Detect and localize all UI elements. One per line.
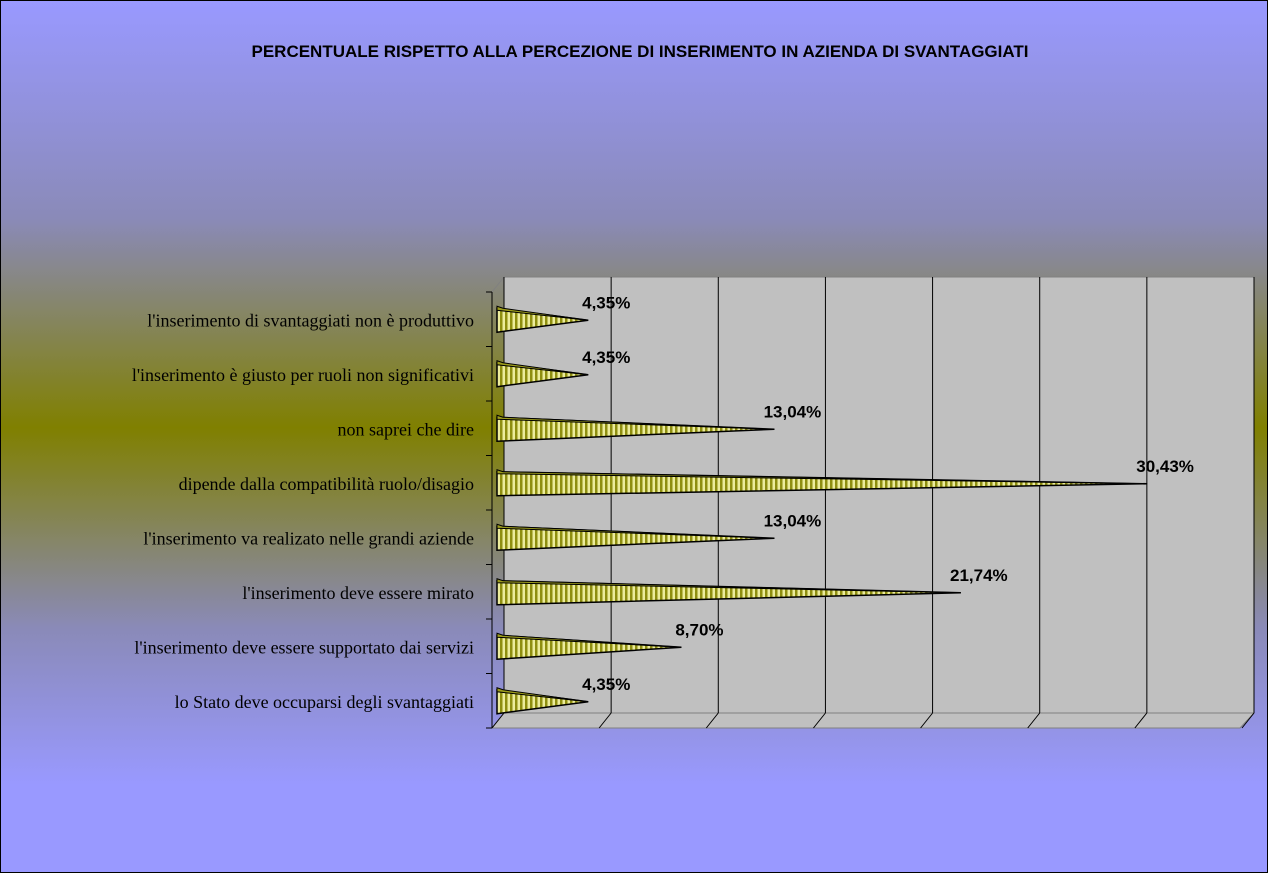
y-tick-label: non saprei che dire — [338, 419, 474, 439]
y-tick-label: lo Stato deve occuparsi degli svantaggia… — [175, 692, 474, 712]
value-label: 4,35% — [582, 293, 630, 312]
y-tick-label: dipende dalla compatibilità ruolo/disagi… — [179, 474, 474, 494]
value-label: 4,35% — [582, 675, 630, 694]
value-label: 21,74% — [950, 566, 1008, 585]
chart-title: PERCENTUALE RISPETTO ALLA PERCEZIONE DI … — [251, 42, 1029, 61]
cone-top — [496, 360, 589, 376]
floor-grid-line — [1241, 712, 1255, 729]
cone-top — [496, 414, 775, 430]
floor-grid-line — [705, 712, 719, 729]
value-label: 8,70% — [675, 620, 723, 639]
y-tick-label: l'inserimento va realizato nelle grandi … — [143, 528, 474, 548]
floor-grid-line — [920, 712, 933, 729]
cone-top — [496, 632, 682, 648]
wall-edge — [491, 276, 505, 293]
value-label: 4,35% — [582, 348, 630, 367]
value-label: 30,43% — [1136, 457, 1194, 476]
y-tick-label: l'inserimento deve essere supportato dai… — [134, 637, 474, 657]
cone-top — [496, 578, 961, 594]
value-label: 13,04% — [764, 511, 822, 530]
floor-grid-line — [1134, 712, 1148, 729]
floor-grid-line — [1027, 712, 1041, 729]
y-tick-label: l'inserimento deve essere mirato — [242, 583, 474, 603]
floor-grid-line — [813, 712, 826, 729]
floor-grid-line — [491, 712, 505, 729]
cone-top — [496, 687, 589, 703]
cone-top — [496, 523, 775, 539]
cone-top — [496, 469, 1148, 485]
y-tick-label: l'inserimento di svantaggiati non è prod… — [147, 310, 474, 330]
plot-wall — [490, 276, 1255, 729]
cone-top — [496, 305, 589, 321]
value-label: 13,04% — [764, 402, 822, 421]
y-tick-label: l'inserimento è giusto per ruoli non sig… — [132, 365, 474, 385]
floor-grid-line — [598, 712, 612, 729]
